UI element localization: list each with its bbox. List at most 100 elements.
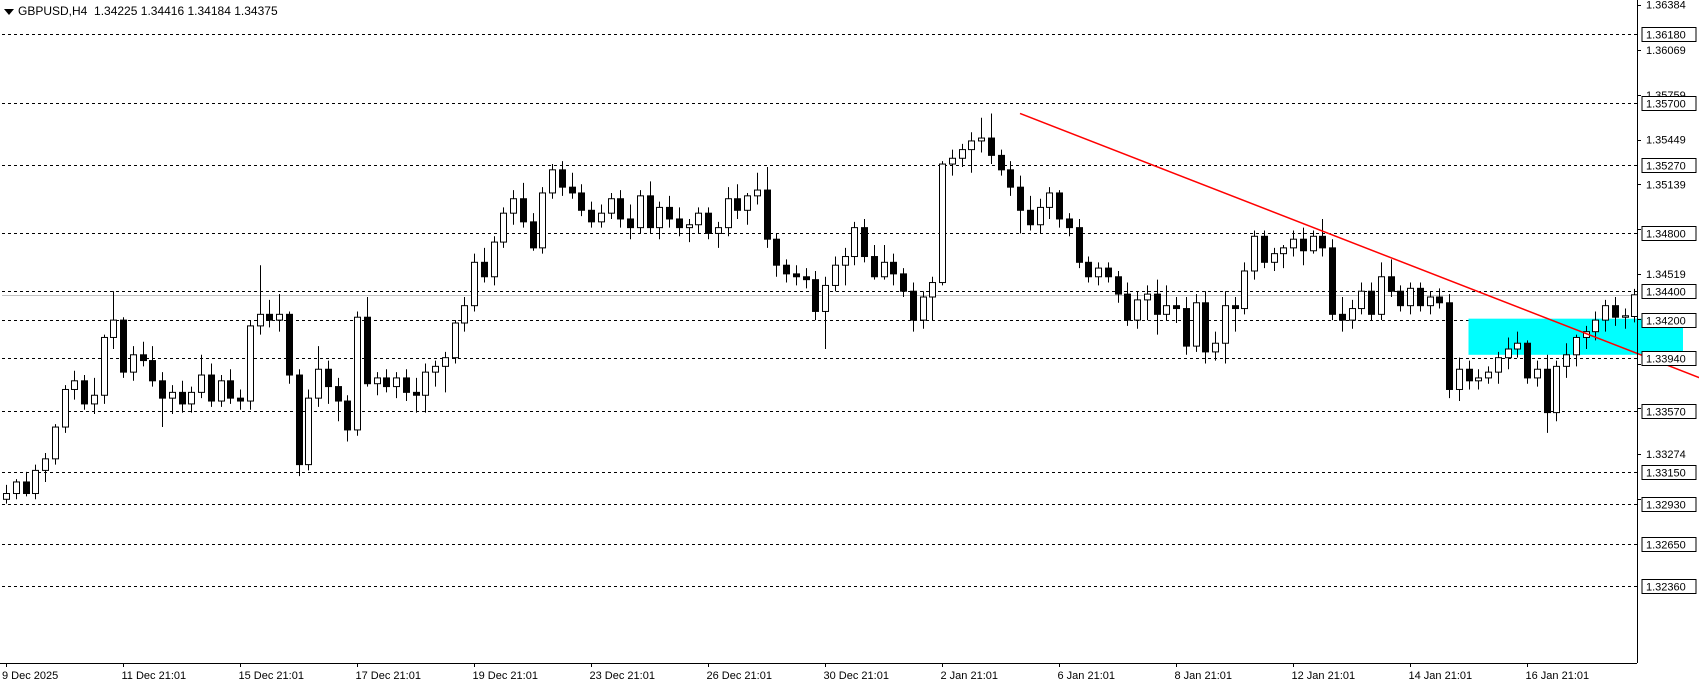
x-tick-label-2: 15 Dec 21:01	[239, 670, 304, 682]
candle-84	[822, 276, 829, 350]
candle-135	[1319, 218, 1326, 257]
candle-43	[422, 363, 429, 413]
candle-136	[1329, 239, 1336, 321]
x-tick-label-6: 26 Dec 21:01	[707, 670, 772, 682]
candle-body-bull	[1163, 305, 1170, 315]
candle-22	[218, 375, 225, 407]
candle-body-bear	[588, 209, 595, 223]
candle-body-bear	[1466, 368, 1473, 382]
candle-body-bull	[3, 493, 10, 500]
x-tick-label-12: 14 Jan 21:01	[1409, 670, 1473, 682]
candle-body-bull	[1222, 305, 1229, 344]
candle-body-bear	[1544, 368, 1551, 414]
candle-118	[1154, 279, 1161, 335]
x-tick-label-9: 6 Jan 21:01	[1058, 670, 1116, 682]
candle-36	[354, 311, 361, 436]
ohlc-low: 1.34184	[187, 4, 231, 18]
candle-body-bull	[42, 458, 49, 471]
candle-body-bear	[900, 273, 907, 292]
candle-147	[1436, 288, 1443, 309]
candle-145	[1417, 282, 1424, 312]
candle-body-bear	[812, 279, 819, 312]
candle-body-bear	[1417, 287, 1424, 307]
candle-body-bull	[276, 313, 283, 321]
level-label-box	[1641, 226, 1697, 241]
candle-98	[959, 143, 966, 167]
dropdown-triangle-icon[interactable]	[4, 8, 14, 15]
candle-body-bull	[62, 388, 69, 428]
level-label-box	[1641, 465, 1697, 480]
candle-7	[71, 370, 78, 400]
candle-body-bull	[32, 469, 39, 495]
candle-body-bull	[471, 261, 478, 307]
candle-62	[608, 192, 615, 219]
candle-body-bull	[52, 426, 59, 460]
candle-11	[110, 291, 117, 350]
candle-body-bear	[140, 354, 147, 362]
x-tick-label-11: 12 Jan 21:01	[1292, 670, 1356, 682]
candle-body-bull	[305, 397, 312, 466]
candle-body-bull	[978, 137, 985, 142]
candle-body-bull	[374, 377, 381, 385]
candle-body-bull	[1592, 319, 1599, 333]
candle-body-bull	[393, 377, 400, 388]
candle-body-bear	[120, 319, 127, 373]
candle-body-bear	[988, 137, 995, 156]
candle-8	[81, 375, 88, 410]
candle-body-bull	[842, 256, 849, 266]
candle-101	[988, 113, 995, 165]
axes	[0, 0, 1638, 664]
candle-body-bear	[910, 290, 917, 321]
candle-body-bear	[578, 192, 585, 211]
candle-126	[1232, 296, 1239, 332]
candle-body-bear	[179, 391, 186, 405]
candle-83	[812, 270, 819, 321]
candle-body-bull	[725, 198, 732, 229]
candle-9	[91, 377, 98, 415]
candle-body-bear	[1017, 186, 1024, 211]
candle-113	[1105, 262, 1112, 283]
candle-112	[1095, 262, 1102, 286]
candle-body-bear	[335, 386, 342, 402]
candle-20	[198, 354, 205, 399]
candle-body-bull	[198, 374, 205, 393]
candle-body-bear	[676, 218, 683, 229]
candle-109	[1066, 213, 1073, 237]
candle-92	[900, 268, 907, 297]
x-tick-label-10: 8 Jan 21:01	[1175, 670, 1233, 682]
level-label-2: 1.35270	[1646, 161, 1686, 173]
candle-121	[1183, 296, 1190, 355]
candle-137	[1339, 296, 1346, 332]
level-label-box	[1641, 96, 1697, 111]
candle-165	[1612, 296, 1619, 326]
candle-103	[1007, 161, 1014, 196]
candle-body-bear	[208, 374, 215, 402]
candle-50	[491, 236, 498, 286]
candle-body-bear	[1436, 296, 1443, 304]
candle-body-bear	[149, 360, 156, 382]
candle-body-bull	[695, 212, 702, 226]
candle-138	[1349, 299, 1356, 329]
candle-125	[1222, 291, 1229, 364]
candle-body-bull	[968, 140, 975, 151]
level-label-box	[1641, 313, 1697, 328]
candle-body-bull	[656, 206, 663, 229]
level-label-11: 1.32360	[1646, 582, 1686, 594]
candle-body-bull	[1475, 377, 1482, 382]
candle-33	[325, 360, 332, 404]
candle-body-bull	[1241, 270, 1248, 310]
candle-body-bull	[1046, 192, 1053, 208]
candle-141	[1378, 262, 1385, 321]
candle-67	[656, 201, 663, 240]
candle-body-bear	[871, 256, 878, 278]
level-label-box	[1641, 284, 1697, 299]
level-label-box	[1641, 537, 1697, 552]
candle-body-bear	[803, 276, 810, 281]
candle-body-bull	[1134, 299, 1141, 321]
candle-body-bear	[861, 227, 868, 258]
candle-body-bull	[1407, 287, 1414, 307]
level-label-box	[1641, 158, 1697, 173]
x-tick-label-0: 9 Dec 2025	[2, 670, 58, 682]
candle-body-bear	[569, 186, 576, 194]
